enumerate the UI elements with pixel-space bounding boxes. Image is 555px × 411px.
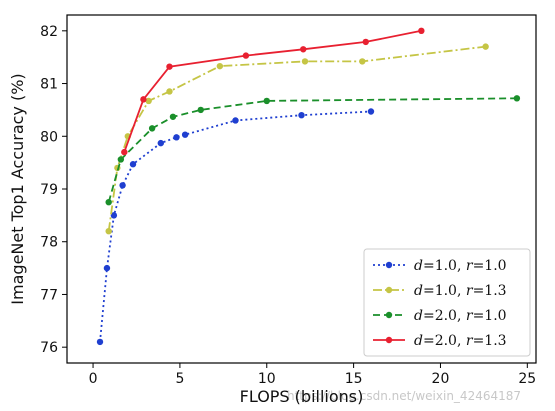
series-2-point-7 (359, 58, 366, 65)
legend-box (363, 248, 531, 357)
legend-label-2: d=1.0, r=1.3 (414, 283, 507, 299)
y-tick-label-3: 79 (40, 182, 58, 198)
series-2 (105, 43, 489, 235)
legend-marker-3 (385, 311, 393, 319)
series-3-point-4 (197, 106, 204, 114)
series-4-point-1 (140, 96, 147, 103)
series-1-point-2 (110, 212, 118, 219)
series-1-point-1 (103, 264, 111, 272)
legend: d=1.0, r=1.0 d=1.0, r=1.3 d=2.0, r=1.0 d=2.… (363, 248, 531, 357)
series-3-point-1 (117, 156, 125, 163)
legend-marker-4 (385, 336, 393, 344)
legend-item-1: d=1.0, r=1.0 (373, 258, 507, 274)
series-1-point-6 (173, 134, 180, 141)
series-2-point-3 (145, 97, 152, 105)
watermark-text: https://blog.csdn.net/weixin_42464187 (287, 389, 521, 403)
series-1 (96, 108, 375, 346)
series-3-line (107, 97, 517, 203)
series-4-point-2 (166, 63, 173, 70)
y-tick-label-6: 82 (40, 24, 58, 40)
series-4-point-5 (362, 38, 369, 46)
series-4-point-4 (300, 46, 307, 53)
x-tick-label-1: 5 (175, 371, 184, 387)
legend-item-2: d=1.0, r=1.3 (373, 283, 507, 299)
series-1-point-10 (367, 108, 375, 115)
series-1-point-9 (298, 111, 305, 119)
series-1-point-4 (129, 161, 137, 168)
y-tick-label-1: 77 (40, 287, 58, 303)
series-2-point-0 (105, 227, 112, 235)
y-tick-label-2: 78 (40, 235, 58, 251)
x-axis-label: FLOPS (billions) (240, 387, 364, 406)
y-axis-label: ImageNet Top1 Accuracy (%) (8, 73, 27, 304)
series-2-point-4 (166, 88, 173, 95)
series-1-point-5 (157, 139, 164, 147)
plot-area (96, 27, 521, 346)
x-tick-label-5: 25 (518, 371, 536, 387)
legend-marker-1 (385, 261, 393, 269)
series-3 (105, 95, 521, 206)
x-tick-label-4: 20 (432, 371, 450, 387)
x-axis: 0 5 10 15 20 25 (89, 363, 536, 387)
y-axis: 76 77 78 79 80 81 82 (40, 24, 67, 356)
series-1-point-0 (96, 338, 104, 346)
legend-item-4: d=2.0, r=1.3 (373, 333, 507, 349)
series-4-point-3 (242, 52, 250, 59)
series-2-point-8 (482, 43, 489, 50)
series-3-point-2 (148, 125, 156, 132)
series-3-point-6 (513, 95, 521, 102)
series-4 (121, 27, 425, 156)
x-tick-label-0: 0 (89, 371, 98, 387)
legend-marker-2 (385, 286, 393, 294)
series-1-point-8 (232, 117, 239, 124)
series-1-point-3 (119, 182, 126, 189)
y-tick-label-0: 76 (40, 340, 58, 356)
x-tick-label-3: 15 (345, 371, 363, 387)
legend-label-1: d=1.0, r=1.0 (414, 258, 507, 274)
series-2-point-6 (301, 58, 309, 65)
legend-item-3: d=2.0, r=1.0 (373, 308, 507, 324)
series-4-point-0 (121, 148, 128, 156)
legend-label-3: d=2.0, r=1.0 (414, 308, 507, 324)
series-2-line (107, 45, 486, 232)
series-3-point-5 (263, 97, 270, 105)
series-3-point-3 (169, 113, 177, 120)
series-4-point-6 (418, 27, 425, 35)
series-2-point-5 (216, 62, 224, 70)
series-1-point-7 (181, 131, 189, 138)
y-tick-label-4: 80 (40, 129, 58, 145)
series-3-point-0 (105, 198, 112, 206)
x-tick-label-2: 10 (258, 371, 276, 387)
y-tick-label-5: 81 (40, 77, 58, 93)
series-1-line (99, 110, 372, 342)
legend-label-4: d=2.0, r=1.3 (414, 333, 507, 349)
